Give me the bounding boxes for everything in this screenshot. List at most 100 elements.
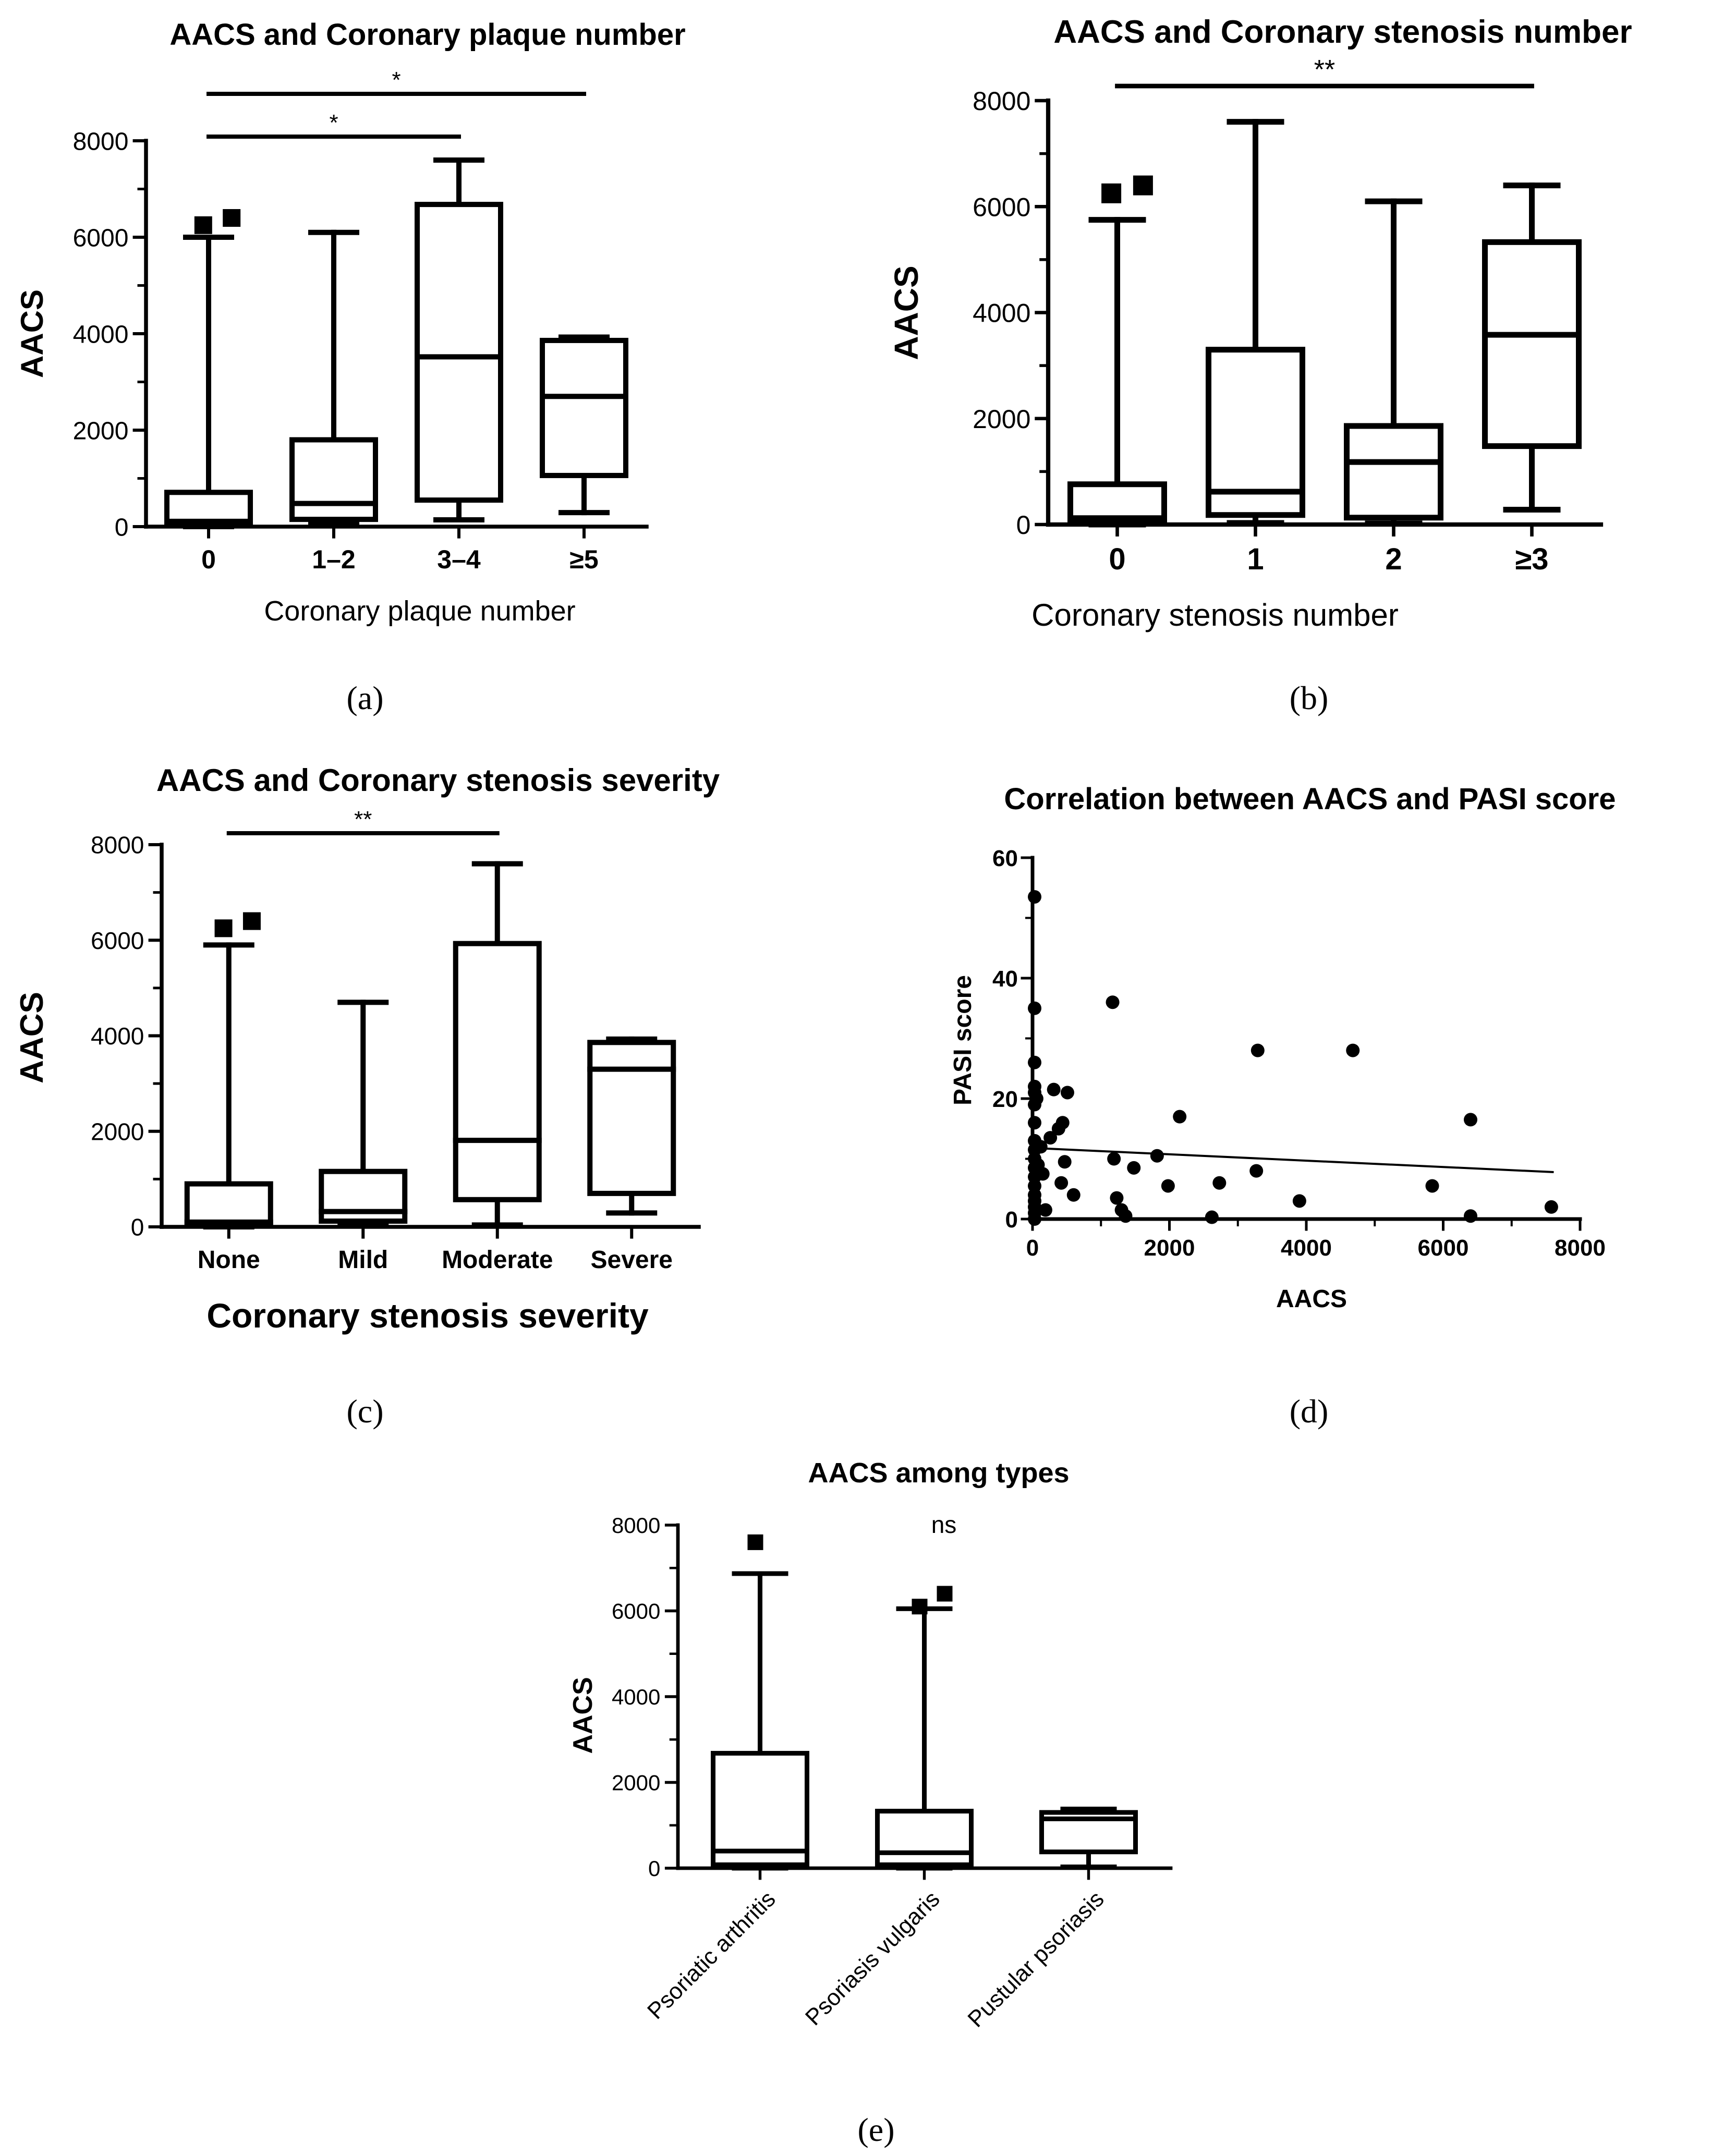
panel-a-y-tick-label: 8000 bbox=[73, 128, 129, 155]
panel-d-scatter-point bbox=[1066, 1188, 1081, 1202]
panel-b-y-label: AACS bbox=[888, 265, 925, 360]
panel-e-x-tick-label: Psoriasis vulgaris bbox=[800, 1886, 945, 2030]
panel-d-scatter-point bbox=[1058, 1155, 1072, 1169]
panel-d-scatter-point bbox=[1544, 1200, 1558, 1214]
panel-c-x-tick-label: Moderate bbox=[442, 1246, 553, 1274]
panel-e-x-tick-label: Pustular psoriasis bbox=[963, 1886, 1109, 2032]
panel-c-x-tick-label: None bbox=[198, 1246, 260, 1274]
panel-c-x-tick-label: Severe bbox=[591, 1246, 673, 1274]
panel-d-scatter-point bbox=[1034, 1140, 1048, 1154]
panel-d-scatter-point bbox=[1055, 1116, 1070, 1130]
panel-e-y-tick-label: 6000 bbox=[612, 1599, 660, 1624]
panel-e-ns-annotation: ns bbox=[931, 1511, 957, 1538]
panel-d-x-label: AACS bbox=[1276, 1285, 1347, 1313]
panel-e-y-label: AACS bbox=[568, 1677, 598, 1753]
panel-b-box-plot: AACS and Coronary stenosis number Corona… bbox=[888, 14, 1632, 716]
panel-a-y-tick-label: 6000 bbox=[73, 224, 129, 252]
panel-c-box bbox=[453, 941, 542, 1202]
panel-b-box bbox=[1206, 347, 1305, 518]
panel-c-caption: (c) bbox=[346, 1393, 383, 1430]
panel-d-scatter-point bbox=[1346, 1043, 1360, 1057]
panel-d-y-tick-label: 20 bbox=[992, 1087, 1018, 1112]
panel-e-y-tick-label: 4000 bbox=[612, 1685, 660, 1709]
panel-c-box bbox=[587, 1040, 676, 1196]
panel-e-outlier-marker bbox=[912, 1599, 928, 1615]
panel-b-x-tick-label: ≥3 bbox=[1515, 542, 1548, 576]
panel-a-x-tick-label: ≥5 bbox=[569, 545, 598, 574]
panel-d-x-tick-label: 4000 bbox=[1281, 1235, 1332, 1261]
panel-b-y-tick-label: 8000 bbox=[973, 87, 1030, 116]
panel-d-scatter-plot: Correlation between AACS and PASI score … bbox=[949, 782, 1616, 1430]
panel-b-y-tick-label: 0 bbox=[1016, 510, 1031, 540]
panel-d-title: Correlation between AACS and PASI score bbox=[1004, 782, 1616, 816]
panel-a-x-tick-label: 3–4 bbox=[437, 545, 481, 574]
panel-e-caption: (e) bbox=[857, 2111, 894, 2148]
panel-a-y-label: AACS bbox=[15, 289, 50, 378]
panel-c-title: AACS and Coronary stenosis severity bbox=[156, 763, 720, 798]
panel-e-x-tick-label: Psoriatic arthritis bbox=[642, 1886, 781, 2024]
panel-d-scatter-point bbox=[1249, 1164, 1264, 1178]
panel-d-scatter-point bbox=[1038, 1203, 1052, 1217]
panel-d-y-tick-label: 60 bbox=[992, 846, 1018, 871]
panel-c-x-tick-label: Mild bbox=[338, 1246, 388, 1274]
panel-d-scatter-point bbox=[1106, 995, 1120, 1009]
panel-a-box bbox=[415, 202, 503, 503]
panel-a-y-tick-label: 2000 bbox=[73, 417, 129, 445]
panel-e-box-plot: AACS among types ns AACS (e) 0 2000 4000 60… bbox=[568, 1457, 1173, 2148]
panel-d-x-tick-label: 6000 bbox=[1418, 1235, 1469, 1261]
panel-d-scatter-point bbox=[1425, 1179, 1439, 1193]
panel-d-scatter-point bbox=[1028, 1001, 1041, 1015]
panel-d-scatter-point bbox=[1043, 1131, 1058, 1145]
panel-d-regression-line bbox=[1031, 1147, 1554, 1174]
panel-e-title: AACS among types bbox=[808, 1457, 1069, 1489]
panel-d-scatter-point bbox=[1047, 1082, 1061, 1097]
panel-e-box bbox=[875, 1809, 974, 1867]
panel-c-y-tick-label: 6000 bbox=[91, 927, 144, 954]
panel-b-y-tick-label: 2000 bbox=[973, 405, 1030, 434]
panel-a-significance-label: * bbox=[392, 67, 400, 93]
panel-a-y-tick-label: 0 bbox=[115, 514, 129, 541]
panel-d-y-label: PASI score bbox=[949, 975, 977, 1105]
panel-d-scatter-point bbox=[1173, 1110, 1187, 1124]
panel-b-y-tick-label: 4000 bbox=[973, 299, 1030, 328]
panel-d-scatter-point bbox=[1028, 1212, 1041, 1226]
panel-e-outlier-marker bbox=[937, 1586, 953, 1602]
panel-e-y-tick-label: 0 bbox=[648, 1856, 660, 1881]
panel-d-scatter-point bbox=[1110, 1191, 1124, 1205]
panel-b-box bbox=[1344, 423, 1443, 521]
panel-d-x-tick-label: 2000 bbox=[1144, 1235, 1195, 1261]
panel-a-x-tick-label: 1–2 bbox=[312, 545, 355, 574]
panel-a-title: AACS and Coronary plaque number bbox=[169, 18, 685, 52]
panel-d-scatter-point bbox=[1464, 1209, 1477, 1223]
panel-d-scatter-point bbox=[1029, 1092, 1043, 1105]
panel-b-box bbox=[1482, 239, 1582, 449]
panel-d-scatter-point bbox=[1119, 1209, 1133, 1223]
panel-c-x-label: Coronary stenosis severity bbox=[207, 1296, 649, 1335]
panel-d-x-tick-label: 0 bbox=[1026, 1235, 1039, 1261]
panel-d-y-tick-label: 40 bbox=[992, 966, 1018, 992]
panel-d-scatter-point bbox=[1292, 1194, 1306, 1208]
panel-b-caption: (b) bbox=[1290, 679, 1329, 716]
panel-d-scatter-point bbox=[1161, 1179, 1175, 1193]
panel-a-caption: (a) bbox=[346, 679, 383, 716]
panel-b-y-tick-label: 6000 bbox=[973, 192, 1030, 222]
panel-c-y-tick-label: 0 bbox=[131, 1214, 144, 1241]
panel-c-outlier-marker bbox=[242, 912, 261, 930]
panel-d-scatter-point bbox=[1251, 1043, 1265, 1057]
panel-a-x-label: Coronary plaque number bbox=[264, 595, 575, 627]
panel-b-outlier-marker bbox=[1133, 175, 1153, 196]
panel-d-scatter-point bbox=[1127, 1161, 1141, 1175]
panel-d-x-tick-label: 8000 bbox=[1555, 1235, 1606, 1261]
panel-c-box-plot: AACS and Coronary stenosis severity Coro… bbox=[14, 763, 720, 1430]
panel-d-caption: (d) bbox=[1290, 1393, 1329, 1430]
panel-d-scatter-point bbox=[1205, 1210, 1219, 1224]
panel-a-significance-label: * bbox=[329, 110, 338, 136]
panel-e-y-tick-label: 8000 bbox=[612, 1513, 660, 1538]
panel-c-box bbox=[184, 1181, 273, 1228]
panel-c-y-label: AACS bbox=[14, 992, 50, 1083]
panel-d-scatter-point bbox=[1054, 1176, 1069, 1190]
panel-c-y-tick-label: 4000 bbox=[91, 1022, 144, 1050]
panel-d-scatter-point bbox=[1028, 1055, 1041, 1069]
panel-e-outlier-marker bbox=[747, 1534, 763, 1550]
